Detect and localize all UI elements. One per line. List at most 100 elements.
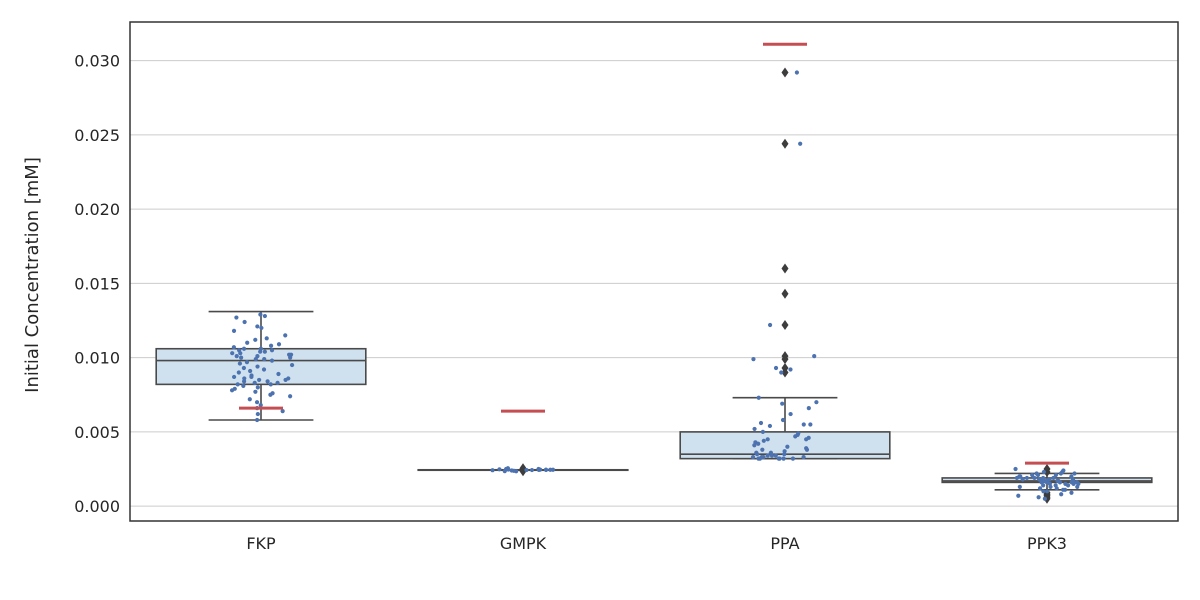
data-point: [1037, 486, 1043, 491]
data-point: [288, 394, 293, 399]
data-point: [548, 467, 553, 472]
data-point: [262, 349, 267, 354]
data-point: [229, 388, 235, 393]
data-point: [1062, 487, 1068, 492]
data-point: [808, 422, 813, 427]
data-point: [241, 365, 246, 371]
data-point: [779, 370, 784, 375]
data-point: [258, 349, 263, 354]
data-point: [804, 447, 810, 452]
outlier-marker: [781, 367, 789, 378]
data-point: [1041, 489, 1046, 494]
data-point: [238, 351, 243, 356]
data-point: [757, 456, 763, 461]
data-point: [785, 444, 790, 449]
data-point: [790, 456, 796, 461]
data-point: [781, 456, 786, 461]
data-point: [236, 370, 241, 375]
data-point: [490, 468, 495, 473]
data-point: [230, 351, 235, 356]
data-point: [241, 383, 246, 388]
data-point: [543, 467, 549, 473]
data-point: [773, 365, 779, 371]
data-point: [275, 380, 280, 385]
data-point: [767, 322, 773, 328]
data-point: [1035, 472, 1041, 478]
data-point: [249, 374, 254, 380]
data-point: [255, 385, 260, 390]
x-tick-label: PPK3: [1027, 534, 1067, 553]
data-point: [814, 400, 819, 405]
data-point: [761, 455, 766, 460]
data-point: [265, 379, 270, 384]
data-point: [760, 447, 765, 452]
outlier-marker: [781, 138, 789, 149]
data-point: [253, 357, 258, 362]
data-point: [750, 455, 756, 460]
data-point: [794, 70, 799, 75]
outlier-marker: [781, 67, 789, 78]
data-point: [765, 437, 770, 442]
data-point: [253, 389, 258, 394]
y-tick-label: 0.030: [74, 52, 120, 71]
data-point: [258, 403, 263, 408]
data-point: [502, 469, 507, 474]
data-point: [268, 382, 273, 387]
data-point: [245, 340, 250, 345]
data-point: [276, 371, 281, 377]
data-point: [758, 420, 764, 426]
data-point: [276, 342, 282, 347]
data-point: [264, 336, 269, 341]
data-point: [283, 377, 288, 383]
data-point: [258, 312, 263, 317]
plot-frame: [129, 21, 1179, 522]
data-point: [769, 453, 775, 458]
y-tick-label: 0.025: [74, 126, 120, 145]
data-point: [760, 429, 765, 434]
x-tick-label: GMPK: [500, 534, 547, 553]
reference-markers: [239, 42, 1069, 465]
data-point: [269, 358, 275, 363]
data-point: [254, 400, 260, 405]
outlier-marker: [1043, 466, 1051, 477]
data-point: [1065, 483, 1071, 488]
outlier-marker: [781, 288, 789, 299]
data-point: [1057, 480, 1063, 485]
data-point: [239, 355, 244, 360]
data-point: [261, 367, 267, 372]
data-point: [801, 455, 806, 460]
data-point: [497, 467, 502, 472]
data-point: [804, 437, 809, 442]
data-point: [235, 382, 240, 387]
data-point: [506, 467, 511, 472]
data-point: [514, 469, 519, 474]
data-point: [788, 411, 793, 417]
outlier-marker: [781, 263, 789, 274]
data-point: [756, 441, 761, 446]
data-point: [1072, 471, 1077, 476]
data-point: [1051, 475, 1056, 481]
data-point: [1016, 493, 1021, 498]
data-point: [801, 422, 806, 427]
data-point: [259, 325, 264, 331]
data-point: [752, 426, 757, 432]
data-point: [1024, 475, 1030, 481]
data-point: [1030, 472, 1035, 478]
data-point: [767, 423, 773, 429]
y-tick-label: 0.020: [74, 200, 120, 219]
data-point: [262, 357, 267, 362]
outlier-marker: [781, 354, 789, 365]
data-point: [280, 409, 285, 414]
data-point: [782, 452, 787, 457]
data-point: [289, 362, 295, 368]
data-point: [1014, 475, 1019, 481]
data-point: [268, 343, 274, 348]
data-point: [268, 392, 273, 397]
data-point: [257, 377, 262, 383]
outlier-marker: [519, 466, 527, 477]
data-point: [237, 361, 243, 366]
data-point: [1069, 490, 1074, 495]
x-tick-label: PPA: [770, 534, 799, 553]
data-point: [752, 443, 757, 448]
